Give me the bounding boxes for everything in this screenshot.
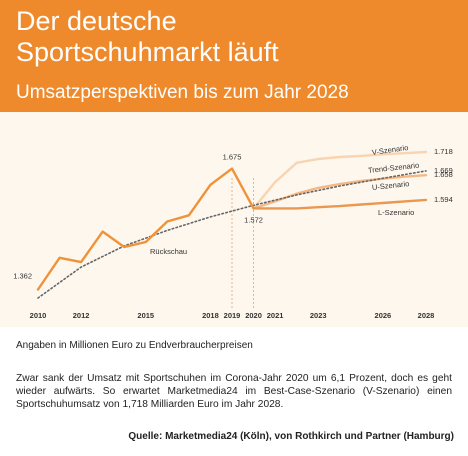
chart-background [0,112,468,327]
value-label: 1.572 [244,215,263,224]
value-label: 1.669 [434,166,453,175]
series-line [252,150,428,210]
series-label: L-Szenario [378,208,414,217]
header: Der deutsche Sportschuhmarkt läuft Umsat… [0,0,468,112]
value-label: 1.718 [434,147,453,156]
series-line [252,198,428,210]
subtitle: Umsatzperspektiven bis zum Jahr 2028 [16,82,349,103]
x-tick-label: 2012 [73,311,90,320]
title: Der deutsche Sportschuhmarkt läuft [16,6,279,67]
x-tick-label: 2015 [137,311,154,320]
x-tick-label: 2028 [418,311,435,320]
x-tick-label: 2018 [202,311,219,320]
series-line [37,170,427,299]
x-tick-label: 2020 [245,311,262,320]
series-line [252,174,428,210]
value-label: 1.594 [434,195,453,204]
x-tick-label: 2021 [267,311,284,320]
x-tick-label: 2010 [30,311,47,320]
series-label: U-Szenario [371,179,409,192]
series-label: Rückschau [150,247,187,256]
x-tick-label: 2026 [375,311,392,320]
series-label: Trend-Szenario [367,161,419,175]
x-tick-label: 2019 [224,311,241,320]
description: Zwar sank der Umsatz mit Sportschuhen im… [16,373,452,410]
chart: 2010 2012 2015 2018 2019 2020 2021 2023 2026 2028… [13,143,453,320]
x-tick-label: 2023 [310,311,327,320]
note: Angaben in Millionen Euro zu Endverbrauc… [16,340,253,351]
source: Quelle: Marketmedia24 (Köln), von Rothki… [128,431,454,442]
series-line [36,167,255,291]
value-label: 1.658 [434,170,453,179]
value-label: 1.675 [223,153,242,162]
value-label: 1.362 [13,271,32,280]
